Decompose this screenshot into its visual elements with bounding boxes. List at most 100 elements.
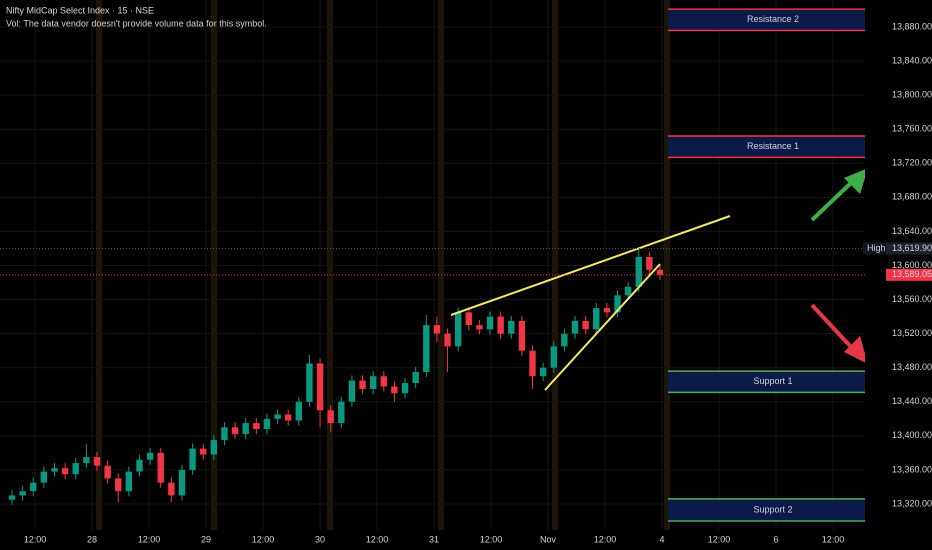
candle-body (380, 376, 387, 387)
candle-body (178, 469, 186, 496)
y-tick-label: 13,840.00 (892, 55, 932, 65)
x-tick-label: 4 (659, 534, 664, 544)
candle-body (433, 325, 441, 334)
candle-body (348, 380, 356, 402)
high-tag-bg (863, 242, 885, 255)
arrows (810, 168, 868, 364)
y-tick-label: 13,600.00 (892, 260, 932, 270)
candle-body (136, 459, 143, 472)
candle-body (497, 316, 504, 334)
candle-body (550, 346, 557, 368)
y-tick-label: 13,320.00 (892, 498, 932, 508)
candle-body (200, 448, 207, 455)
candle-body (263, 418, 271, 430)
candle-body (168, 482, 175, 496)
x-tick-label: 31 (429, 534, 439, 544)
candle-body (529, 350, 536, 377)
y-tick-label: 13,640.00 (892, 226, 932, 236)
candle-body (231, 427, 239, 435)
candle-body (646, 256, 653, 270)
y-tick-label: 13,520.00 (892, 328, 932, 338)
candle-body (72, 463, 79, 475)
candle-body (316, 363, 324, 411)
chart-title: Nifty MidCap Select Index · 15 · NSE (6, 5, 154, 15)
candle-body (83, 457, 90, 464)
candle-body (40, 471, 48, 483)
candle-body (115, 478, 122, 492)
candle-body (486, 316, 494, 330)
high-value: 13,619.90 (892, 243, 932, 253)
candle-body (593, 308, 600, 330)
grid (0, 0, 865, 530)
candle-body (539, 367, 547, 377)
candle-body (412, 371, 419, 384)
y-tick-label: 13,680.00 (892, 192, 932, 202)
candles (8, 248, 664, 505)
candle-body (338, 401, 345, 424)
x-tick-label: 28 (87, 534, 97, 544)
candle-body (476, 325, 483, 330)
candle-body (210, 440, 218, 455)
y-tick-label: 13,720.00 (892, 158, 932, 168)
candle-body (614, 295, 621, 313)
candle-body (61, 468, 69, 475)
high-tag: High (867, 243, 886, 253)
candle-body (8, 495, 16, 500)
zone-box (668, 9, 878, 31)
candle-body (508, 320, 515, 334)
candle-body (189, 448, 196, 470)
candle-body (582, 320, 589, 330)
candle-body (635, 256, 642, 287)
y-tick-label: 13,360.00 (892, 464, 932, 474)
x-tick-label: 12:00 (480, 534, 503, 544)
candle-body (571, 320, 579, 334)
candle-body (285, 414, 292, 421)
zone-box (668, 136, 878, 158)
x-tick-label: 12:00 (24, 534, 47, 544)
candle-body (221, 427, 228, 441)
high-value-bg (886, 242, 932, 255)
y-tick-label: 13,760.00 (892, 124, 932, 134)
x-tick-label: 12:00 (708, 534, 731, 544)
candle-body (518, 320, 526, 351)
candle-body (656, 269, 664, 275)
candle-body (369, 376, 377, 389)
zones: Resistance 2 Resistance 1 Support 1 Support… (668, 8, 878, 522)
candle-body (274, 414, 281, 419)
y-tick-label: 13,440.00 (892, 396, 932, 406)
y-tick-label: 13,400.00 (892, 430, 932, 440)
last-price-bg (886, 268, 932, 281)
y-tick-label: 13,880.00 (892, 21, 932, 31)
candle-body (19, 491, 26, 496)
candle-body (327, 410, 334, 424)
wedge (450, 215, 731, 391)
zone-box (668, 498, 878, 521)
y-tick-label: 13,560.00 (892, 294, 932, 304)
candle-body (157, 452, 164, 483)
x-tick-label: 12:00 (822, 534, 845, 544)
candle-body (359, 380, 366, 389)
chart-subtitle: Vol: The data vendor doesn't provide vol… (6, 18, 267, 28)
candle-body (561, 333, 568, 347)
x-tick-label: 12:00 (138, 534, 161, 544)
candle-body (51, 468, 58, 472)
candle-body (454, 312, 462, 347)
zone-box (668, 371, 878, 393)
x-tick-label: 12:00 (594, 534, 617, 544)
candle-body (603, 308, 611, 313)
x-tick-label: 29 (201, 534, 211, 544)
candle-body (93, 457, 101, 466)
zone-label: Resistance 2 (747, 14, 799, 24)
y-tick-label: 13,800.00 (892, 90, 932, 100)
x-tick-label: Nov (540, 534, 557, 544)
candle-body (401, 383, 409, 394)
x-tick-label: 12:00 (252, 534, 275, 544)
x-tick-label: 30 (315, 534, 325, 544)
last-price-value: 13,589.05 (892, 269, 932, 279)
candle-body (391, 386, 398, 394)
candle-body (30, 482, 37, 492)
candle-body (423, 325, 430, 372)
y-tick-label: 13,480.00 (892, 362, 932, 372)
candle-body (242, 423, 249, 435)
